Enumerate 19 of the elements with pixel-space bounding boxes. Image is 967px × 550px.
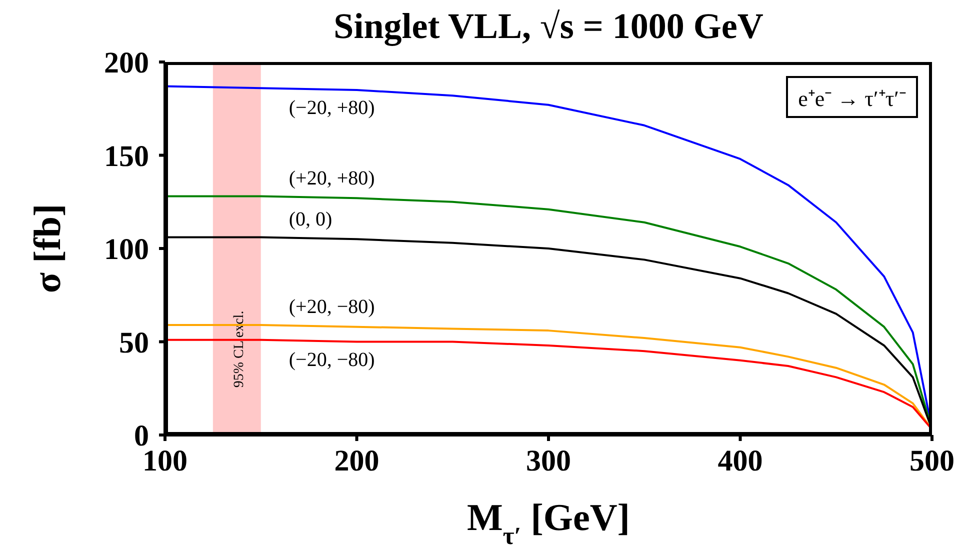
x-tick-label: 200 — [334, 444, 380, 478]
band-label: 95% CL excl. — [232, 310, 247, 388]
annotation: e⁺e⁻ → τ′⁺τ′⁻ — [786, 76, 918, 118]
y-tick-label: 100 — [104, 233, 149, 266]
series-label: (−20, −80) — [288, 348, 375, 371]
y-tick-label: 50 — [119, 326, 149, 360]
series-label: (+20, +80) — [288, 167, 375, 190]
x-tick-label: 300 — [526, 444, 571, 478]
chart-title: Singlet VLL, √s = 1000 GeV — [332, 5, 764, 48]
y-tick-label: 200 — [104, 46, 149, 80]
y-axis-title: σ [fb] — [27, 204, 69, 294]
series-label: (0, 0) — [288, 208, 332, 230]
series-label: (+20, −80) — [288, 296, 375, 318]
y-tick-label: 0 — [134, 420, 149, 453]
x-axis-title: M$_{τ′}$ [GeV] — [467, 497, 630, 550]
x-tick-label: 400 — [718, 444, 763, 478]
x-tick-label: 500 — [910, 444, 954, 478]
y-tick-label: 150 — [104, 140, 149, 173]
series-label: (−20, +80) — [288, 97, 375, 120]
